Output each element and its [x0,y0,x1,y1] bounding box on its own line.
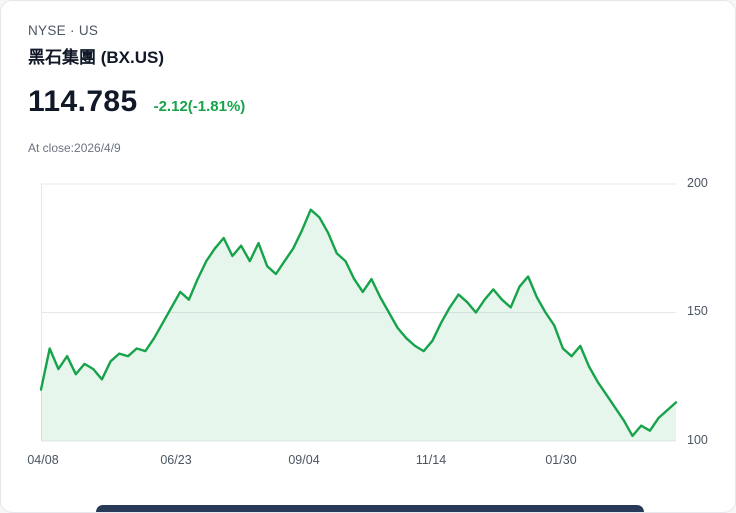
x-axis-label: 01/30 [545,453,577,467]
x-axis-label: 11/14 [415,453,447,467]
price-row: 114.785 -2.12(-1.81%) [28,85,245,119]
as-of-time: At close:2026/4/9 [28,141,121,155]
price-chart-svg [39,183,678,442]
price-change: -2.12(-1.81%) [153,98,246,115]
x-axis-label: 09/04 [288,453,320,467]
y-axis-label: 100 [687,433,708,447]
x-axis-label: 04/08 [27,453,59,467]
bottom-bar [96,505,644,512]
price-chart[interactable] [39,179,678,449]
y-axis-label: 200 [687,176,708,190]
stock-title: 黑石集團 (BX.US) [28,48,164,67]
x-axis-label: 06/23 [160,453,192,467]
y-axis-label: 150 [687,304,708,318]
exchange-region-label: NYSE · US [28,23,99,38]
last-price: 114.785 [28,85,138,118]
